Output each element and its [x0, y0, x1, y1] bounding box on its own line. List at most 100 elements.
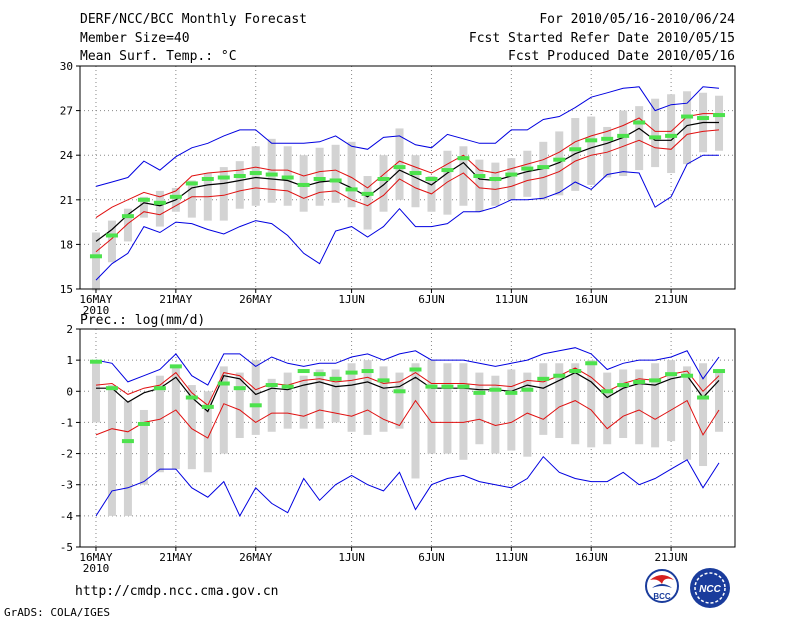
prec-median-marker: [489, 387, 502, 392]
prec-median-marker: [137, 421, 150, 426]
temp-box: [331, 144, 340, 203]
temp-median-marker: [617, 133, 630, 138]
temp-box: [683, 91, 692, 165]
prec-median-marker: [409, 367, 422, 372]
prec-panel-title: Prec.: log(mm/d): [80, 313, 206, 328]
prec-median-marker: [297, 369, 310, 374]
prec-median-marker: [649, 378, 662, 383]
prec-box: [219, 366, 228, 454]
prec-median-marker: [281, 384, 294, 389]
prec-year-label: 2010: [83, 562, 110, 575]
prec-median-marker: [569, 369, 582, 374]
temp-ytick-label: 15: [60, 283, 73, 296]
prec-ytick-label: -4: [60, 510, 74, 523]
prec-median-marker: [153, 386, 166, 391]
temp-xtick-label: 26MAY: [239, 293, 272, 306]
temp-xtick-label: 11JUN: [495, 293, 528, 306]
prec-box: [523, 372, 532, 457]
prec-median-marker: [393, 389, 406, 394]
grads-credit: GrADS: COLA/IGES: [4, 606, 110, 619]
prec-box: [347, 363, 356, 432]
prec-box: [187, 385, 196, 470]
prec-box: [283, 372, 292, 429]
temp-panel-title: Mean Surf. Temp.: °C: [80, 49, 237, 64]
temp-median-marker: [521, 166, 534, 171]
prec-xtick-label: 1JUN: [338, 551, 365, 564]
prec-xtick-label: 21JUN: [655, 551, 688, 564]
temp-median-marker: [473, 174, 486, 179]
temp-median-marker: [361, 191, 374, 196]
temp-box: [347, 141, 356, 208]
temp-median-marker: [665, 133, 678, 138]
temp-box: [667, 94, 676, 174]
prec-box: [155, 375, 164, 473]
temp-median-marker: [633, 120, 646, 125]
prec-ytick-label: -5: [60, 541, 73, 554]
prec-box: [699, 363, 708, 467]
temp-box: [315, 147, 324, 206]
prec-median-marker: [201, 404, 214, 409]
prec-box: [475, 372, 484, 445]
ncc-logo: NCC: [690, 568, 730, 608]
temp-xtick-label: 16JUN: [575, 293, 608, 306]
forecast-period-label: For 2010/05/16-2010/06/24: [539, 12, 735, 27]
temp-median-marker: [345, 187, 358, 192]
temp-median-marker: [217, 175, 230, 180]
prec-box: [491, 375, 500, 454]
temp-median-marker: [89, 254, 102, 259]
temp-xtick-label: 21MAY: [159, 293, 192, 306]
bcc-logo-swirl-blue: [652, 584, 672, 588]
temp-box: [619, 110, 628, 177]
prec-median-marker: [457, 384, 470, 389]
bcc-logo-swirl-red: [650, 575, 674, 584]
temp-median-marker: [249, 171, 262, 176]
temp-median-marker: [297, 182, 310, 187]
temp-median-marker: [393, 165, 406, 170]
prec-box: [683, 366, 692, 460]
prec-median-marker: [601, 389, 614, 394]
temp-median-marker: [649, 135, 662, 140]
prec-box: [123, 400, 132, 516]
temp-box: [475, 159, 484, 212]
prec-box: [363, 360, 372, 435]
temp-median-marker: [713, 113, 726, 118]
bcc-logo-text: BCC: [653, 592, 671, 601]
prec-median-marker: [697, 395, 710, 400]
prec-box: [555, 363, 564, 438]
prec-box: [171, 366, 180, 470]
temp-median-marker: [697, 116, 710, 121]
prec-xtick-label: 21MAY: [159, 551, 192, 564]
prec-box: [299, 375, 308, 429]
temp-median-marker: [377, 176, 390, 181]
temp-box: [139, 196, 148, 218]
temp-ytick-label: 24: [60, 149, 74, 162]
prec-frame: [79, 328, 736, 548]
prec-median-marker: [233, 386, 246, 391]
temp-xtick-label: 16MAY: [79, 293, 112, 306]
prec-median-marker: [105, 386, 118, 391]
prec-median-marker: [89, 359, 102, 364]
prec-median-marker: [681, 373, 694, 378]
temp-median-marker: [505, 172, 518, 177]
prec-median-marker: [185, 395, 198, 400]
temp-xtick-label: 21JUN: [655, 293, 688, 306]
prec-upper-blue-line: [95, 347, 720, 386]
temp-median-marker: [489, 176, 502, 181]
ncc-logo-text: NCC: [699, 584, 721, 595]
prec-box: [715, 369, 724, 432]
prec-lower-red-line: [95, 399, 720, 439]
prec-box: [571, 363, 580, 445]
temp-box: [443, 150, 452, 215]
prec-upper-red-line: [95, 367, 720, 407]
temp-box: [571, 118, 580, 191]
temp-box: [491, 162, 500, 206]
prec-ytick-label: 1: [66, 354, 73, 367]
forecast-produced-label: Fcst Produced Date 2010/05/16: [508, 49, 735, 64]
prec-box: [459, 363, 468, 460]
temp-ytick-label: 18: [60, 238, 73, 251]
prec-median-marker: [217, 381, 230, 386]
temp-box: [507, 158, 516, 200]
temp-box: [123, 208, 132, 242]
bcc-logo: BCC: [645, 569, 679, 603]
prec-median-marker: [313, 372, 326, 377]
